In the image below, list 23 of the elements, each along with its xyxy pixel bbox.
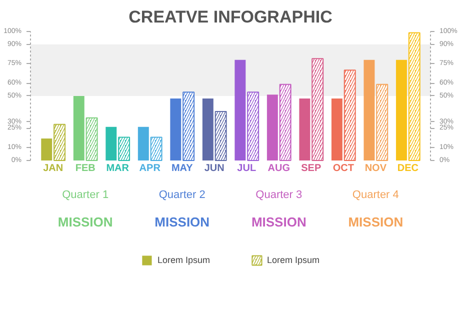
x-tick-label: DEC: [397, 163, 418, 174]
text: MISSION: [154, 214, 210, 230]
x-tick-label: NOV: [364, 163, 387, 174]
legend-label: Lorem Ipsum: [267, 255, 320, 265]
text: MISSION: [251, 214, 306, 230]
x-tick-label: JAN: [43, 163, 64, 174]
text: MISSION: [348, 214, 404, 230]
x-tick-label: MAY: [171, 163, 194, 174]
x-tick-label: FEB: [75, 163, 96, 174]
legend-label: Lorem Ipsum: [157, 255, 210, 265]
x-tick-label: MAR: [106, 163, 130, 174]
text: Quarter 1: [62, 188, 109, 201]
x-tick-label: JUN: [204, 163, 224, 174]
text: Quarter 2: [158, 188, 206, 201]
x-tick-label: AUG: [268, 163, 290, 174]
text: MISSION: [58, 214, 113, 230]
chart-title: CREATVE INFOGRAPHIC: [128, 8, 332, 26]
text: Quarter 3: [256, 188, 302, 201]
x-tick-label: OCT: [332, 163, 354, 174]
text: Quarter 4: [352, 188, 399, 201]
x-tick-label: SEP: [301, 163, 322, 174]
x-tick-label: JUL: [237, 163, 256, 174]
x-tick-label: APR: [139, 163, 162, 174]
